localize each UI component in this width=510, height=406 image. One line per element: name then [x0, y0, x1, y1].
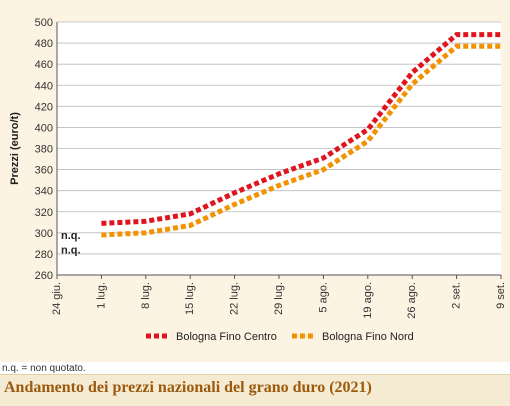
y-tick-label: 480 [35, 38, 53, 50]
x-tick-label: 1 lug. [95, 282, 107, 309]
x-tick-label: 2 set. [451, 282, 463, 309]
x-tick-label: 22 lug. [229, 282, 241, 315]
y-tick-label: 260 [35, 270, 53, 282]
footnote: n.q. = non quotato. [2, 363, 86, 374]
title-bar: Andamento dei prezzi nazionali del grano… [0, 374, 510, 406]
legend-label: Bologna Fino Centro [176, 331, 277, 343]
chart-title: Andamento dei prezzi nazionali del grano… [4, 379, 372, 396]
nq-annotation: n.q. [61, 245, 81, 257]
y-tick-label: 280 [35, 249, 53, 261]
nq-annotation: n.q. [61, 230, 81, 242]
x-tick-label: 24 giu. [51, 282, 63, 315]
series-line-2 [101, 43, 501, 238]
legend-label: Bologna Fino Nord [322, 331, 414, 343]
y-tick-label: 360 [35, 165, 53, 177]
y-axis-label: Prezzi (euro/t) [9, 112, 21, 185]
y-tick-label: 340 [35, 186, 53, 198]
y-tick-label: 440 [35, 80, 53, 92]
y-tick-label: 460 [35, 59, 53, 71]
price-chart: 260 280 300 320 340 360 380 400 420 440 460 480 500 2… [9, 17, 507, 343]
x-tick-label: 9 set. [495, 282, 507, 309]
x-tick-label: 15 lug. [184, 282, 196, 315]
y-tick-label: 300 [35, 228, 53, 240]
x-tick-label: 29 lug. [273, 282, 285, 315]
x-tick-label: 19 ago. [362, 282, 374, 319]
y-tick-label: 420 [35, 101, 53, 113]
y-tick-label: 500 [35, 17, 53, 29]
x-tick-label: 8 lug. [140, 282, 152, 309]
series-line-1 [101, 32, 501, 226]
x-tick-label: 26 ago. [406, 282, 418, 319]
y-tick-label: 400 [35, 122, 53, 134]
y-tick-label: 380 [35, 144, 53, 156]
y-tick-label: 320 [35, 207, 53, 219]
x-tick-label: 5 ago. [317, 282, 329, 313]
